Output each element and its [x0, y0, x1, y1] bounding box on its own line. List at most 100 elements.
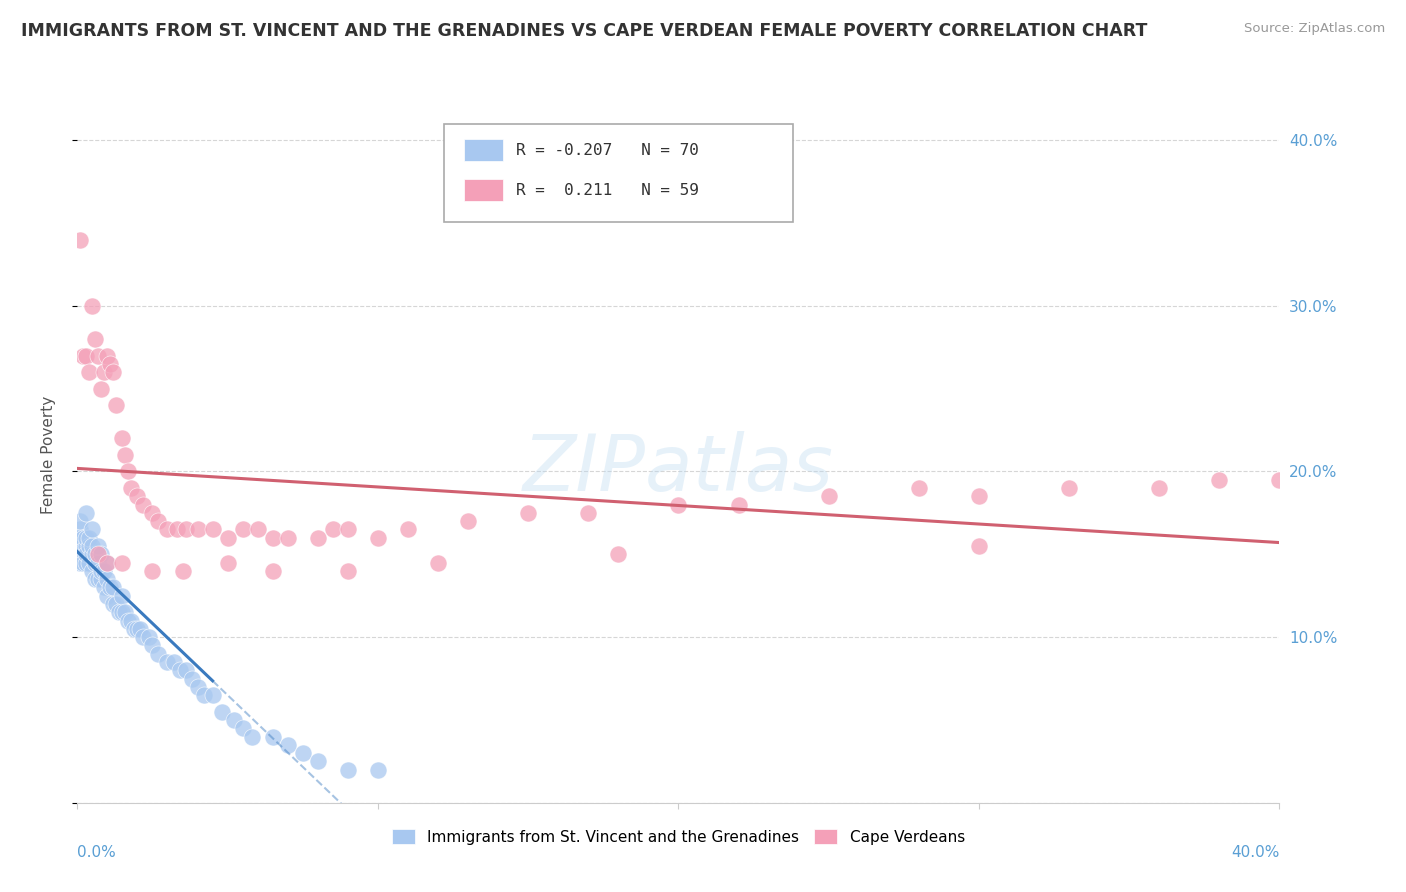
Point: [114, 605, 136, 619]
Point: [174, 663, 197, 677]
Point: [240, 730, 263, 744]
Point: [967, 539, 990, 553]
Point: [72, 349, 94, 363]
Point: [120, 481, 142, 495]
Point: [336, 763, 359, 777]
Point: [111, 605, 134, 619]
Point: [457, 514, 479, 528]
Point: [87, 572, 110, 586]
Point: [336, 523, 359, 537]
Point: [124, 622, 146, 636]
Point: [166, 523, 188, 537]
Point: [127, 489, 149, 503]
Point: [111, 431, 134, 445]
Point: [69, 233, 91, 247]
Point: [367, 763, 389, 777]
Point: [217, 556, 239, 570]
Point: [72, 547, 94, 561]
Point: [79, 539, 101, 553]
Point: [75, 539, 97, 553]
Point: [69, 531, 91, 545]
Point: [96, 589, 118, 603]
Point: [96, 349, 118, 363]
Point: [132, 498, 155, 512]
Point: [162, 655, 184, 669]
Point: [129, 622, 152, 636]
Point: [111, 589, 134, 603]
Point: [217, 531, 239, 545]
Point: [138, 630, 160, 644]
Point: [79, 531, 101, 545]
Point: [75, 556, 97, 570]
Point: [141, 564, 163, 578]
Point: [322, 523, 344, 537]
Point: [69, 514, 91, 528]
Point: [90, 564, 112, 578]
Point: [93, 564, 115, 578]
Point: [117, 614, 139, 628]
Point: [576, 506, 599, 520]
Point: [148, 514, 170, 528]
Point: [75, 349, 97, 363]
FancyBboxPatch shape: [444, 124, 793, 222]
Point: [668, 498, 690, 512]
Point: [72, 539, 94, 553]
Text: Source: ZipAtlas.com: Source: ZipAtlas.com: [1244, 22, 1385, 36]
Text: ZIPatlas: ZIPatlas: [523, 431, 834, 507]
Point: [100, 581, 122, 595]
Point: [108, 605, 131, 619]
Bar: [464, 178, 503, 201]
Point: [193, 688, 215, 702]
Point: [201, 523, 224, 537]
Point: [291, 746, 314, 760]
Point: [87, 349, 110, 363]
Point: [111, 556, 134, 570]
Point: [82, 539, 104, 553]
Point: [127, 622, 149, 636]
Point: [141, 639, 163, 653]
Point: [211, 705, 233, 719]
Point: [90, 547, 112, 561]
Point: [232, 523, 254, 537]
Point: [96, 556, 118, 570]
Point: [82, 523, 104, 537]
Point: [336, 564, 359, 578]
Point: [84, 332, 107, 346]
Point: [69, 539, 91, 553]
Point: [100, 357, 122, 371]
Point: [180, 672, 202, 686]
Text: 40.0%: 40.0%: [1232, 845, 1279, 860]
Point: [277, 738, 299, 752]
Point: [607, 547, 630, 561]
Point: [172, 564, 194, 578]
Point: [187, 680, 209, 694]
Text: R =  0.211   N = 59: R = 0.211 N = 59: [516, 183, 699, 198]
Point: [69, 523, 91, 537]
Point: [187, 523, 209, 537]
Point: [427, 556, 450, 570]
Point: [82, 564, 104, 578]
Point: [148, 647, 170, 661]
Point: [82, 299, 104, 313]
Point: [201, 688, 224, 702]
Point: [93, 365, 115, 379]
Point: [103, 597, 125, 611]
Point: [105, 597, 128, 611]
Point: [69, 556, 91, 570]
Point: [262, 531, 284, 545]
Point: [174, 523, 197, 537]
Point: [75, 506, 97, 520]
Point: [156, 523, 179, 537]
Point: [169, 663, 191, 677]
Point: [87, 539, 110, 553]
Point: [156, 655, 179, 669]
Point: [103, 365, 125, 379]
Point: [87, 547, 110, 561]
Point: [75, 547, 97, 561]
Point: [96, 556, 118, 570]
Point: [93, 581, 115, 595]
Point: [1057, 481, 1080, 495]
Point: [727, 498, 749, 512]
Point: [307, 531, 329, 545]
Point: [277, 531, 299, 545]
